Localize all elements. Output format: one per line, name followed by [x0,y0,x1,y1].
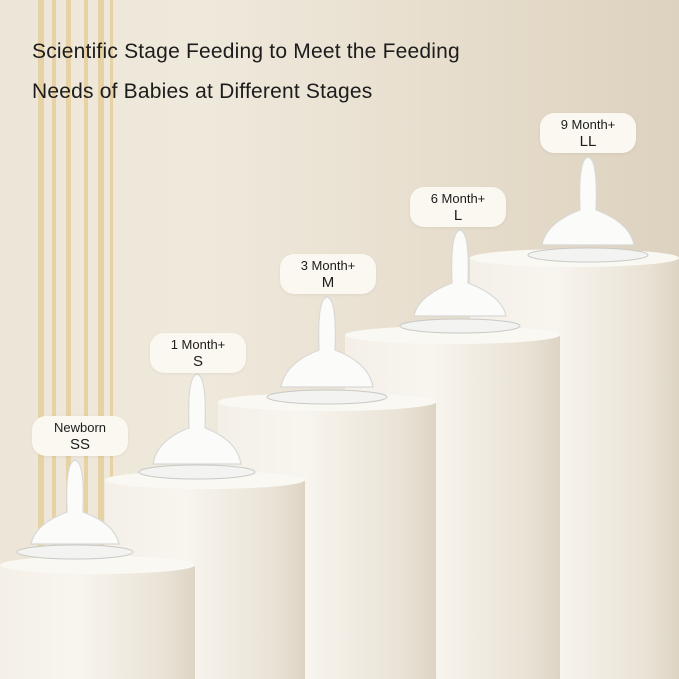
nipple-ll-image [527,156,649,263]
decor-stripe [84,0,88,679]
stage-age: 9 Month+ [560,117,616,132]
stage-label-newborn: Newborn SS [32,416,128,456]
pillar-1 [0,556,195,679]
decor-stripe [110,0,113,679]
stage-label-6-month: 6 Month+ L [410,187,506,227]
stage-size: S [192,353,203,370]
stage-age: 3 Month+ [300,258,356,273]
decor-stripe [66,0,71,679]
stage-label-9-month: 9 Month+ LL [540,113,636,153]
stage-age: Newborn [53,420,107,435]
headline-line-2: Needs of Babies at Different Stages [32,80,373,103]
stage-size: L [453,207,463,224]
nipple-s-image [138,373,256,480]
decor-stripe [52,0,56,679]
decor-stripe [98,0,104,679]
stage-size: M [321,274,335,291]
pillar-4 [345,326,560,679]
stage-age: 1 Month+ [170,337,226,352]
stage-size: SS [69,436,90,453]
stage-label-1-month: 1 Month+ S [150,333,246,373]
nipple-ss-image [16,459,134,560]
nipple-m-image [266,296,388,405]
stage-label-3-month: 3 Month+ M [280,254,376,294]
headline-line-1: Scientific Stage Feeding to Meet the Fee… [32,40,460,63]
stage-age: 6 Month+ [430,191,486,206]
nipple-l-image [399,229,521,334]
decor-stripe [38,0,44,679]
stage-size: LL [579,133,597,150]
